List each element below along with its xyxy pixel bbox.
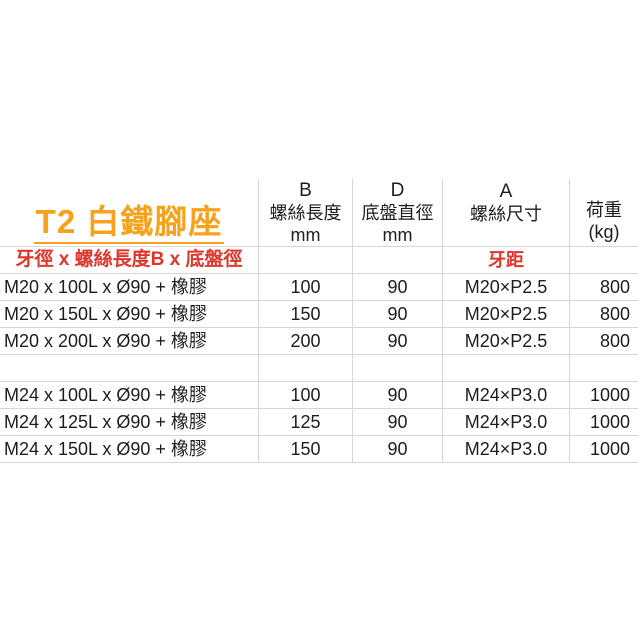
table-cell-spec: M24 x 150L x Ø90 + 橡膠 bbox=[0, 436, 259, 463]
column-header-load: 荷重 (kg) bbox=[570, 179, 638, 247]
table-cell-spec: M20 x 100L x Ø90 + 橡膠 bbox=[0, 274, 259, 301]
table-cell-b: 100 bbox=[259, 382, 353, 409]
table-cell-b: 125 bbox=[259, 409, 353, 436]
table-cell-a: M24×P3.0 bbox=[443, 436, 570, 463]
column-header-b: B 螺絲長度 mm bbox=[259, 179, 353, 247]
table-cell-d: 90 bbox=[353, 328, 443, 355]
table-cell-a: M20×P2.5 bbox=[443, 301, 570, 328]
table-cell-d: 90 bbox=[353, 301, 443, 328]
table-cell-b: 200 bbox=[259, 328, 353, 355]
separator-row-cell bbox=[0, 355, 259, 382]
separator-row-cell bbox=[570, 355, 638, 382]
separator-row-cell bbox=[443, 355, 570, 382]
title-cell: T2 白鐵腳座 bbox=[0, 179, 259, 247]
table-cell-load: 800 bbox=[570, 274, 638, 301]
pitch-label-cell: 牙距 bbox=[443, 247, 570, 274]
separator-row-cell bbox=[353, 355, 443, 382]
table-cell-spec: M24 x 100L x Ø90 + 橡膠 bbox=[0, 382, 259, 409]
table-cell-a: M20×P2.5 bbox=[443, 274, 570, 301]
table-cell-a: M24×P3.0 bbox=[443, 409, 570, 436]
table-cell-spec: M24 x 125L x Ø90 + 橡膠 bbox=[0, 409, 259, 436]
table-cell-spec: M20 x 150L x Ø90 + 橡膠 bbox=[0, 301, 259, 328]
table-cell-a: M24×P3.0 bbox=[443, 382, 570, 409]
table-cell-b: 150 bbox=[259, 301, 353, 328]
table-cell-spec: M20 x 200L x Ø90 + 橡膠 bbox=[0, 328, 259, 355]
column-header-load-unit: (kg) bbox=[588, 222, 620, 242]
table-cell-b: 150 bbox=[259, 436, 353, 463]
table-cell-load: 800 bbox=[570, 328, 638, 355]
column-header-d-unit: mm bbox=[382, 224, 413, 245]
table-cell-load: 1000 bbox=[570, 382, 638, 409]
table-cell-load: 1000 bbox=[570, 409, 638, 436]
table-cell-load: 1000 bbox=[570, 436, 638, 463]
subtitle: 牙徑 x 螺絲長度B x 底盤徑 bbox=[15, 249, 243, 271]
column-header-d-letter: D bbox=[390, 179, 405, 201]
pitch-label: 牙距 bbox=[488, 249, 524, 270]
table-cell-d: 90 bbox=[353, 436, 443, 463]
spec-table: T2 白鐵腳座 B 螺絲長度 mm D 底盤直徑 mm A 螺絲尺寸 荷重 (k… bbox=[0, 179, 638, 463]
column-header-b-letter: B bbox=[299, 179, 312, 201]
table-cell-a: M20×P2.5 bbox=[443, 328, 570, 355]
subheader-empty-b bbox=[259, 247, 353, 274]
page-title: T2 白鐵腳座 bbox=[33, 203, 225, 244]
column-header-b-unit: mm bbox=[290, 224, 321, 245]
column-header-b-label: 螺絲長度 bbox=[269, 202, 342, 223]
table-cell-load: 800 bbox=[570, 301, 638, 328]
column-header-d-label: 底盤直徑 bbox=[361, 202, 434, 223]
table-cell-d: 90 bbox=[353, 382, 443, 409]
column-header-a: A 螺絲尺寸 bbox=[443, 179, 570, 247]
column-header-d: D 底盤直徑 mm bbox=[353, 179, 443, 247]
subheader-empty-d bbox=[353, 247, 443, 274]
subtitle-cell: 牙徑 x 螺絲長度B x 底盤徑 bbox=[0, 247, 259, 274]
column-header-a-label: 螺絲尺寸 bbox=[470, 204, 542, 224]
subheader-empty-load bbox=[570, 247, 638, 274]
table-cell-d: 90 bbox=[353, 274, 443, 301]
table-cell-d: 90 bbox=[353, 409, 443, 436]
column-header-a-letter: A bbox=[499, 181, 513, 202]
separator-row-cell bbox=[259, 355, 353, 382]
column-header-load-label: 荷重 bbox=[586, 200, 622, 220]
table-cell-b: 100 bbox=[259, 274, 353, 301]
